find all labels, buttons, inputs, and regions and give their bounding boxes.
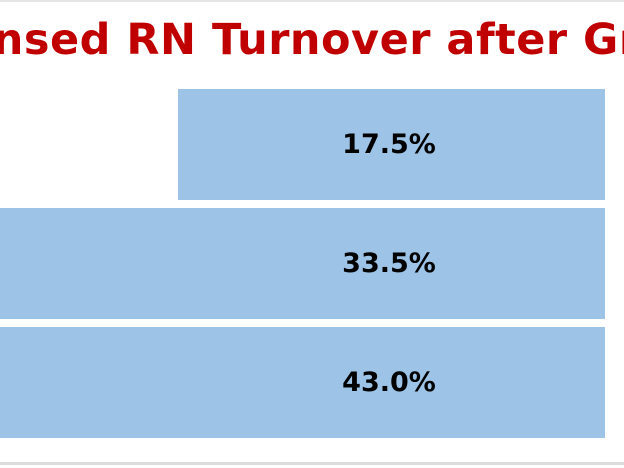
bar-1-label: 17.5% <box>342 129 436 160</box>
bar-3 <box>0 327 605 438</box>
slide-title: Licensed RN Turnover after Graduation <box>0 8 624 72</box>
top-divider <box>0 0 624 2</box>
bar-1 <box>178 89 605 200</box>
bar-2 <box>0 208 606 319</box>
slide-title-text: Licensed RN Turnover after Graduation <box>0 15 624 65</box>
bar-2-label: 33.5% <box>342 248 436 279</box>
bottom-divider <box>0 462 624 465</box>
bar-3-label: 43.0% <box>342 367 436 398</box>
